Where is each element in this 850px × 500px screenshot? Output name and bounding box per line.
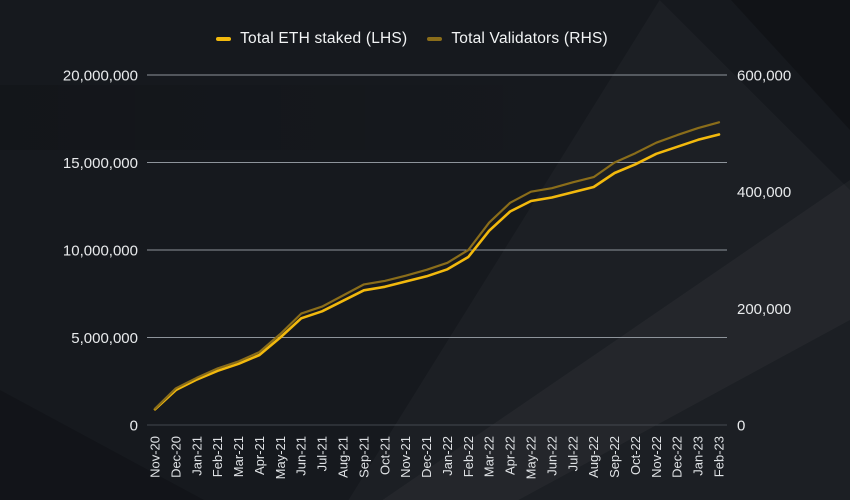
x-axis-tick-label: Dec-20 xyxy=(168,436,183,478)
gridlines xyxy=(147,74,727,426)
x-axis-tick-label: Oct-22 xyxy=(628,436,643,475)
right-axis-tick-label: 600,000 xyxy=(737,68,791,85)
x-axis-tick-label: Apr-22 xyxy=(503,436,518,475)
eth-staked-line xyxy=(153,133,721,411)
x-axis-tick-label: Jun-22 xyxy=(544,436,559,476)
x-axis-tick-label: Feb-21 xyxy=(210,436,225,477)
x-axis-tick-label: Nov-21 xyxy=(398,436,413,478)
x-axis-tick-label: May-21 xyxy=(273,436,288,479)
x-axis-tick-label: Jul-21 xyxy=(315,436,330,471)
left-axis-tick-label: 15,000,000 xyxy=(63,155,138,172)
legend-item-validators: Total Validators (RHS) xyxy=(427,30,608,48)
right-axis-labels: 0 200,000 400,000 600,000 xyxy=(737,68,791,435)
x-axis-labels: Nov-20 Dec-20 Jan-21 Feb-21 Mar-21 Apr-21 May-… xyxy=(148,436,727,479)
x-axis-tick-label: Oct-21 xyxy=(377,436,392,475)
x-axis-tick-label: Jun-21 xyxy=(294,436,309,476)
chart-legend: Total ETH staked (LHS) Total Validators … xyxy=(0,30,824,48)
x-axis-tick-label: Sep-22 xyxy=(607,436,622,478)
x-axis-tick-label: Nov-20 xyxy=(148,436,163,478)
right-axis-tick-label: 200,000 xyxy=(737,301,791,318)
x-axis-tick-label: Sep-21 xyxy=(356,436,371,478)
x-axis-tick-label: Jan-22 xyxy=(440,436,455,476)
series-lines xyxy=(153,121,721,411)
eth-staked-legend-label: Total ETH staked (LHS) xyxy=(240,30,408,47)
x-axis-tick-label: Feb-23 xyxy=(712,436,727,477)
validators-legend-label: Total Validators (RHS) xyxy=(451,30,608,47)
x-axis-tick-label: Dec-22 xyxy=(670,436,685,478)
right-axis-tick-label: 0 xyxy=(737,418,745,435)
eth-staked-legend-swatch xyxy=(216,37,232,41)
right-axis-tick-label: 400,000 xyxy=(737,184,791,201)
x-axis-tick-label: Feb-22 xyxy=(461,436,476,477)
left-axis-tick-label: 10,000,000 xyxy=(63,243,138,260)
left-axis-tick-label: 20,000,000 xyxy=(63,68,138,85)
left-axis-tick-label: 5,000,000 xyxy=(71,330,138,347)
left-axis-tick-label: 0 xyxy=(130,418,138,435)
x-axis-tick-label: Mar-22 xyxy=(482,436,497,477)
legend-item-eth-staked: Total ETH staked (LHS) xyxy=(216,30,407,48)
validators-legend-swatch xyxy=(427,37,443,41)
x-axis-tick-label: Apr-21 xyxy=(252,436,267,475)
x-axis-tick-label: Nov-22 xyxy=(649,436,664,478)
x-axis-tick-label: Jul-22 xyxy=(565,436,580,471)
x-axis-tick-label: Jan-21 xyxy=(189,436,204,476)
x-axis-tick-label: Aug-21 xyxy=(336,436,351,478)
x-axis-tick-label: Mar-21 xyxy=(231,436,246,477)
x-axis-tick-label: Dec-21 xyxy=(419,436,434,478)
x-axis-tick-label: Aug-22 xyxy=(586,436,601,478)
left-axis-labels: 0 5,000,000 10,000,000 15,000,000 20,000,000 xyxy=(63,68,138,435)
x-axis-tick-label: May-22 xyxy=(524,436,539,479)
validators-line xyxy=(153,121,721,410)
x-axis-tick-label: Jan-23 xyxy=(691,436,706,476)
